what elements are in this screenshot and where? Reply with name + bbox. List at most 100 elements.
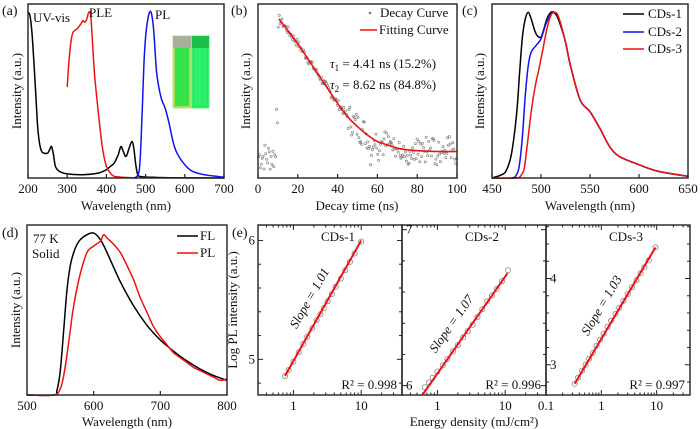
y-axis-label-d: Intensity (a.u.)	[8, 272, 23, 348]
decay-point	[411, 146, 415, 150]
legend-b: Decay Curve Fitting Curve	[360, 5, 449, 37]
y-tick-label: 6	[249, 232, 256, 247]
decay-point	[377, 158, 381, 162]
decay-point	[359, 140, 363, 144]
decay-point	[369, 153, 373, 157]
fit-line	[421, 272, 509, 396]
subplot-title: CDs-1	[321, 229, 355, 244]
decay-point	[277, 13, 281, 17]
decay-point	[397, 141, 401, 144]
decay-point	[389, 140, 393, 144]
panel-label-d: (d)	[2, 226, 19, 241]
decay-point	[436, 154, 440, 158]
x-tick-label-c: 500	[531, 181, 551, 196]
decay-point	[355, 132, 359, 136]
data-point	[444, 356, 451, 363]
decay-point	[413, 142, 417, 146]
decay-point	[366, 140, 370, 144]
decay-point	[412, 150, 415, 154]
decay-point	[363, 142, 367, 146]
x-tick-label-c: 650	[678, 181, 698, 196]
x-tick-label-a: 200	[18, 181, 38, 196]
x-tick-label-d: 800	[217, 398, 237, 413]
axes-frame-a	[27, 3, 225, 179]
decay-point	[451, 141, 455, 145]
decay-point	[346, 127, 350, 130]
decay-point	[409, 153, 413, 157]
y-tick-label: 6	[406, 378, 413, 393]
legend-label-cds1: CDs-1	[648, 6, 682, 21]
decay-point	[266, 146, 270, 150]
legend-label-pl: PL	[200, 245, 215, 260]
data-point	[575, 374, 582, 381]
panel-label-c: (c)	[462, 4, 478, 19]
x-tick-label-a: 400	[97, 181, 117, 196]
decay-point	[265, 157, 269, 161]
legend-d: FL PL	[177, 228, 215, 260]
data-point	[504, 267, 511, 274]
decay-point	[354, 112, 358, 116]
decay-point	[449, 156, 453, 160]
decay-point	[407, 161, 411, 165]
decay-point	[438, 160, 442, 164]
y-axis-label-c: Intensity (a.u.)	[472, 53, 487, 129]
decay-point	[429, 146, 432, 150]
series-ple-line	[66, 10, 138, 179]
x-tick-label: 1	[290, 398, 297, 413]
x-tick-label-c: 450	[482, 181, 502, 196]
y-tick-label: 4	[550, 271, 557, 286]
decay-point	[404, 159, 408, 163]
decay-point	[375, 146, 379, 150]
decay-point	[410, 157, 414, 160]
x-tick-label-b: 60	[371, 181, 384, 196]
decay-point	[374, 132, 378, 136]
decay-point	[344, 109, 347, 113]
y-tick-label: 3	[550, 357, 557, 372]
x-tick-label-d: 600	[84, 398, 104, 413]
panel-b: (b) Decay Curve Fitting Curve τ1 = 4.41 …	[231, 3, 467, 213]
decay-point	[259, 162, 263, 166]
data-point	[571, 380, 578, 387]
decay-point	[445, 152, 449, 155]
decay-point	[438, 152, 441, 156]
decay-point	[268, 167, 272, 171]
r-squared-label: R² = 0.996	[485, 377, 541, 392]
series-pl-line	[26, 233, 228, 397]
subplot-title: CDs-2	[465, 229, 499, 244]
decay-point	[280, 17, 284, 21]
decay-point	[267, 150, 271, 154]
decay-point	[370, 148, 374, 152]
panel-label-e: (e)	[232, 226, 248, 241]
decay-point	[394, 154, 398, 158]
decay-point	[392, 137, 396, 141]
decay-point	[402, 144, 406, 148]
data-point	[439, 362, 446, 369]
decay-point	[376, 152, 380, 156]
data-point	[589, 349, 596, 356]
data-point	[652, 244, 659, 251]
decay-point	[416, 152, 420, 156]
subplot-title: CDs-3	[609, 229, 643, 244]
decay-point	[295, 37, 299, 41]
decay-point	[385, 131, 389, 135]
legend-c: CDs-1 CDs-2 CDs-3	[623, 6, 682, 56]
x-tick-label-c: 600	[629, 181, 649, 196]
fit-line	[573, 246, 657, 385]
decay-point	[356, 115, 360, 119]
decay-point	[423, 160, 427, 164]
x-tick-label: 10	[355, 398, 368, 413]
decay-point	[386, 135, 390, 139]
x-tick-label-d: 500	[17, 398, 37, 413]
data-point	[493, 285, 500, 292]
x-tick-label-b: 0	[255, 181, 262, 196]
annotation-temperature: 77 K	[33, 231, 59, 246]
legend-label-cds2: CDs-2	[648, 24, 682, 39]
decay-point	[415, 137, 419, 141]
slope-label: Slope = 1.01	[286, 265, 332, 331]
decay-point	[424, 135, 428, 139]
decay-point	[357, 136, 361, 140]
panel-c: (c) CDs-1 CDs-2 CDs-3 450 500 550 600 650 Wa…	[462, 3, 698, 213]
data-point	[300, 340, 307, 347]
fitting-curve-line	[278, 18, 458, 153]
decay-point	[418, 160, 422, 164]
